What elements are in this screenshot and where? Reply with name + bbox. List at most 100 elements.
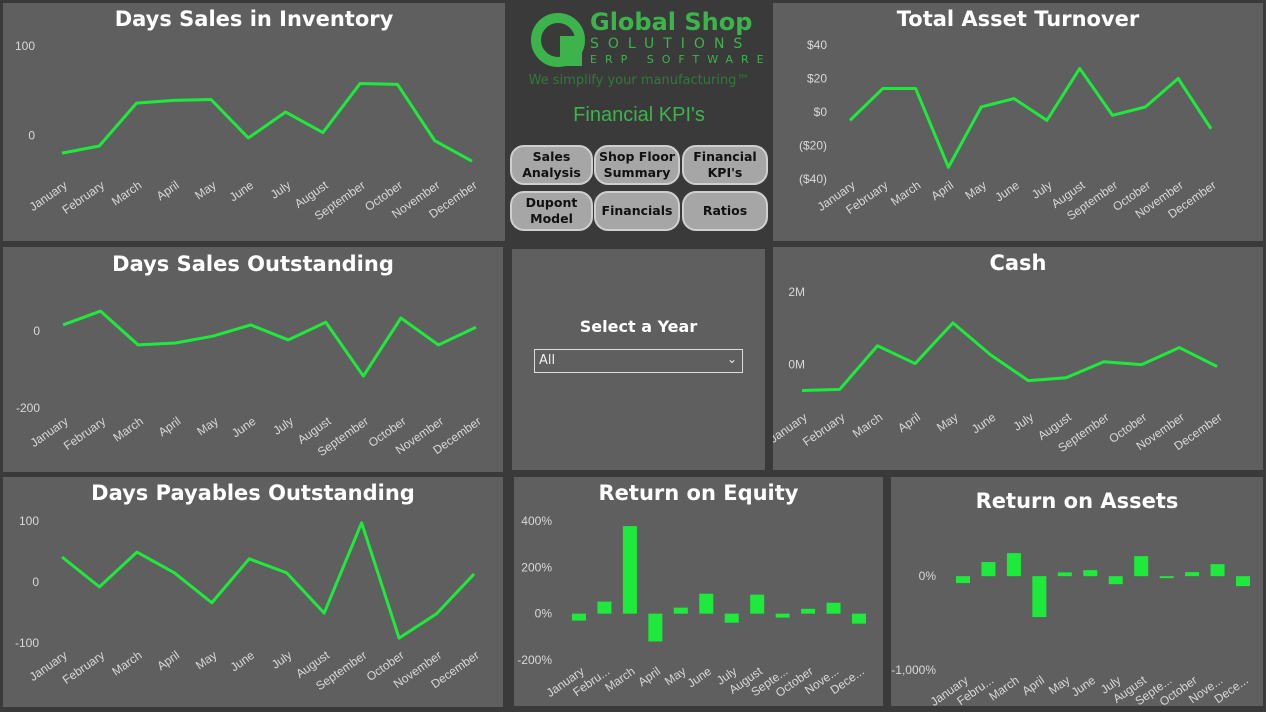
x-tick-label: March [850,410,885,441]
logo-tagline: We simplify your manufacturing™ [528,73,750,88]
year-dropdown-value: All [539,353,556,368]
nav-label: Ratios [702,203,748,218]
y-tick-label: $20 [807,72,827,86]
y-tick-label: 0 [32,575,39,589]
bar[interactable] [956,576,970,584]
x-tick-label: May [962,178,989,202]
x-tick-label: May [662,664,689,688]
bar[interactable] [1210,564,1225,577]
logo [505,0,773,240]
chart-title: Return on Equity [598,481,799,505]
bar[interactable] [801,608,816,614]
y-tick-label: ($40) [799,172,827,186]
bar[interactable] [1006,553,1021,577]
x-tick-label: June [992,178,1022,205]
year-dropdown[interactable]: All ⌄ [534,349,743,373]
nav-financials-button[interactable]: Financials [594,191,680,231]
bar[interactable] [648,613,663,642]
nav-shop-floor-summary-button[interactable]: Shop Floor Summary [594,145,680,185]
chart-title: Days Sales in Inventory [114,7,394,31]
chart-title: Days Payables Outstanding [91,481,415,505]
bar[interactable] [1057,572,1072,577]
bar[interactable] [750,594,765,614]
x-tick-label: April [928,178,956,203]
x-tick-label: March [110,414,145,445]
x-tick-label: March [602,664,637,695]
nav-sales-analysis-button[interactable]: Sales Analysis [510,145,593,185]
chart-title: Return on Assets [975,489,1179,513]
x-tick-label: July [269,648,295,672]
bar[interactable] [981,562,996,577]
x-tick-label: July [268,178,294,202]
y-tick-label: 200% [521,560,552,574]
x-tick-label: May [193,648,220,672]
page-title: Financial KPI's [573,104,705,126]
nav-label: Sales Analysis [522,149,581,180]
x-tick-label: March [888,178,923,209]
series-line [62,309,477,378]
x-tick-label: June [228,648,258,675]
bar[interactable] [1159,576,1174,579]
x-tick-label: March [109,178,144,209]
x-tick-label: March [109,648,144,679]
y-tick-label: 0% [535,607,553,621]
x-tick-label: July [1011,410,1037,434]
logo-name: Global Shop [590,8,753,36]
x-tick-label: June [1069,673,1099,700]
y-tick-label: -200% [517,653,552,667]
bar[interactable] [1236,576,1250,587]
x-tick-label: February [800,410,847,449]
y-tick-label: 100 [15,39,35,53]
x-tick-label: April [154,178,182,203]
y-tick-label: -1,000% [891,663,936,677]
cash-chart: Cash 2M 0M January February March April May June… [773,247,1263,470]
y-tick-label: 400% [521,514,552,528]
series-line [801,321,1218,392]
bar[interactable] [1083,570,1098,577]
x-tick-label: April [895,410,923,435]
x-tick-label: February [60,178,107,217]
y-tick-label: ($20) [799,139,827,153]
bar[interactable] [597,601,612,614]
bar[interactable] [699,593,714,614]
bar[interactable] [673,607,688,614]
bar[interactable] [1032,576,1047,618]
nav-financial-kpis-button[interactable]: Financial KPI's [682,145,768,185]
days-payables-outstanding-chart: Days Payables Outstanding 100 0 -100 January… [3,477,503,707]
total-asset-turnover-chart: Total Asset Turnover $40 $20 $0 ($20) ($40) Ja… [773,3,1263,241]
bar[interactable] [724,613,739,623]
nav-label: Financials [601,203,673,218]
x-tick-label: June [685,664,715,691]
days-sales-inventory-chart: Days Sales in Inventory 100 0 January Februa… [3,3,505,241]
bar[interactable] [1134,556,1149,577]
logo-g-icon [531,13,585,67]
series-line [848,66,1213,169]
y-tick-label: 0% [919,569,937,583]
year-filter-label: Select a Year [579,317,698,336]
bar[interactable] [572,613,586,621]
nav-label: Shop Floor Summary [599,149,675,180]
roe-plot: 400%200%0%-200%JanuaryFebru...MarchApril… [517,514,866,700]
bar[interactable] [826,602,841,614]
logo-line3: ERP SOFTWARE [590,53,772,66]
y-tick-label: -200 [16,401,40,415]
y-tick-label: -100 [15,636,39,650]
bar[interactable] [1185,572,1200,577]
x-tick-label: April [156,414,184,439]
nav-label: Financial KPI's [693,149,757,180]
bar[interactable] [1108,576,1123,585]
bar[interactable] [622,526,637,614]
nav-ratios-button[interactable]: Ratios [682,191,768,231]
days-sales-outstanding-chart: Days Sales Outstanding 0 -200 January Februa… [3,247,503,472]
x-tick-label: April [154,648,182,673]
return-on-equity-chart: Return on Equity 400% 200% 0% -200% January Fe… [514,477,883,706]
x-tick-label: July [270,414,296,438]
x-tick-label: April [1019,673,1047,698]
return-on-assets-chart: Return on Assets 0% -1,000% January Febru...… [891,477,1263,706]
nav-dupont-model-button[interactable]: Dupont Model [510,191,593,231]
bar[interactable] [775,613,790,618]
roa-plot: 0%-1,000%JanuaryFebru...MarchAprilMayJun… [891,553,1251,706]
bar[interactable] [852,613,866,624]
